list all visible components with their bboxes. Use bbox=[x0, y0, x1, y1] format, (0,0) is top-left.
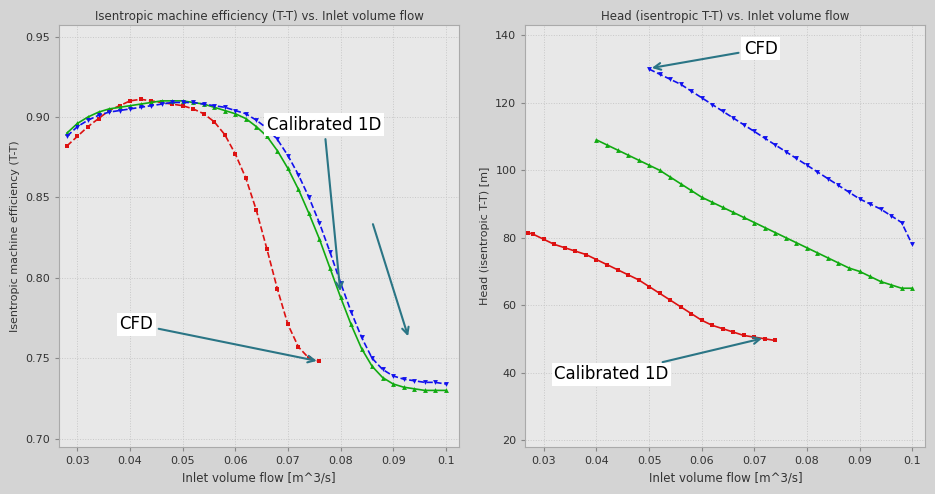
Text: Calibrated 1D: Calibrated 1D bbox=[266, 116, 381, 289]
X-axis label: Inlet volume flow [m^3/s]: Inlet volume flow [m^3/s] bbox=[649, 471, 802, 484]
Text: CFD: CFD bbox=[120, 315, 314, 363]
Title: Head (isentropic T-T) vs. Inlet volume flow: Head (isentropic T-T) vs. Inlet volume f… bbox=[601, 10, 850, 23]
X-axis label: Inlet volume flow [m^3/s]: Inlet volume flow [m^3/s] bbox=[182, 471, 336, 484]
Title: Isentropic machine efficiency (T-T) vs. Inlet volume flow: Isentropic machine efficiency (T-T) vs. … bbox=[94, 10, 424, 23]
Text: Calibrated 1D: Calibrated 1D bbox=[554, 337, 760, 383]
Y-axis label: Isentropic machine efficiency (T-T): Isentropic machine efficiency (T-T) bbox=[9, 140, 20, 332]
Y-axis label: Head (isentropic T-T) [m]: Head (isentropic T-T) [m] bbox=[480, 167, 490, 305]
Text: CFD: CFD bbox=[654, 40, 778, 70]
